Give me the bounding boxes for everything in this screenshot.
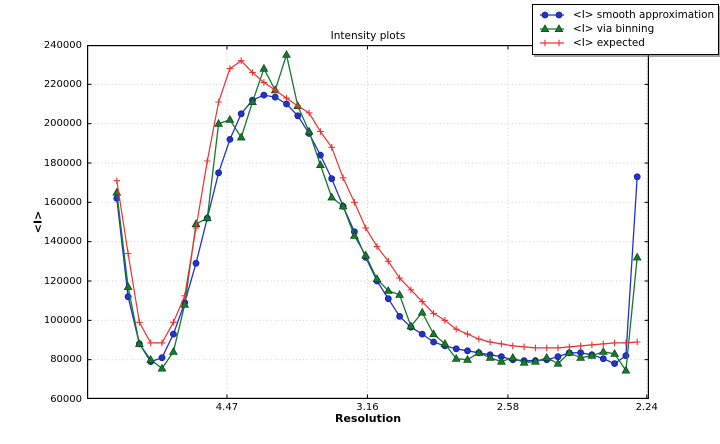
x-tick-label: 4.47 xyxy=(215,402,239,413)
legend: <I> smooth approximation <I> via binning <… xyxy=(532,4,719,55)
y-tick-label: 220000 xyxy=(43,78,82,90)
series-smooth-approximation xyxy=(113,91,641,367)
y-tick-label: 140000 xyxy=(43,236,82,248)
y-tick-label: 60000 xyxy=(50,393,82,405)
legend-triangle-icon xyxy=(540,24,564,33)
legend-item-smooth-approximation: <I> smooth approximation xyxy=(539,8,715,22)
x-tick-label: 2.58 xyxy=(496,402,520,413)
plot-area xyxy=(87,44,649,400)
legend-item-label: <I> smooth approximation xyxy=(573,8,715,21)
plot-frame xyxy=(87,45,649,399)
y-tick-label: 120000 xyxy=(43,275,82,287)
y-tick-label: 100000 xyxy=(43,314,82,326)
y-tick-label: 160000 xyxy=(43,196,82,208)
legend-item-label: <I> expected xyxy=(573,36,645,49)
axis-ticks xyxy=(87,44,649,400)
y-axis-label: <I> xyxy=(31,210,45,234)
series-line-expected xyxy=(116,60,638,349)
legend-plus-icon xyxy=(540,40,564,47)
x-tick-label: 2.24 xyxy=(635,402,658,413)
y-tick-label: 80000 xyxy=(50,354,82,366)
series-via-binning xyxy=(112,49,642,374)
y-tick-label: 200000 xyxy=(43,118,82,130)
gridlines xyxy=(87,45,649,399)
series-line-via-binning xyxy=(116,54,638,372)
series-expected xyxy=(113,57,641,352)
legend-item-via-binning: <I> via binning xyxy=(539,22,712,36)
legend-item-expected: <I> expected xyxy=(539,36,712,50)
legend-item-label: <I> via binning xyxy=(573,22,655,35)
y-tick-label: 180000 xyxy=(43,157,82,169)
chart-title: Intensity plots xyxy=(330,30,406,42)
x-tick-label: 3.16 xyxy=(356,402,379,413)
y-tick-label: 240000 xyxy=(43,39,82,51)
chart-canvas xyxy=(87,44,649,400)
legend-circle-icon xyxy=(540,11,564,19)
x-axis-label: Resolution xyxy=(334,412,402,425)
